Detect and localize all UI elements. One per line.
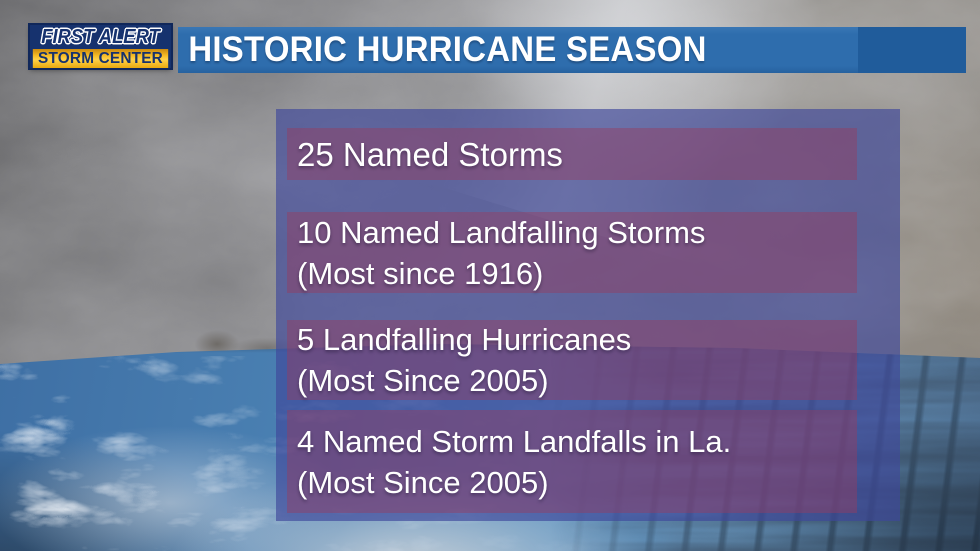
stat-row-named-storms: 25 Named Storms (287, 128, 857, 180)
stat-value-line: 5 Landfalling Hurricanes (297, 322, 632, 357)
stats-panel: 25 Named Storms 10 Named Landfalling Sto… (276, 109, 900, 521)
banner-end-cap (858, 27, 966, 73)
logo-first-alert-text: FIRST ALERT (41, 26, 160, 48)
stat-value-line: 25 Named Storms (297, 135, 563, 173)
stat-row-landfalling-storms: 10 Named Landfalling Storms (Most since … (287, 212, 857, 293)
logo-storm-center-text: STORM CENTER (32, 49, 169, 68)
stat-row-landfalling-hurricanes: 5 Landfalling Hurricanes (Most Since 200… (287, 320, 857, 400)
stat-value-line: 10 Named Landfalling Storms (297, 214, 706, 250)
stat-row-louisiana-landfalls: 4 Named Storm Landfalls in La. (Most Sin… (287, 410, 857, 513)
stat-value-line: 4 Named Storm Landfalls in La. (297, 423, 732, 459)
stat-qualifier-line: (Most since 1916) (297, 255, 544, 291)
page-title: HISTORIC HURRICANE SEASON (188, 30, 707, 69)
stat-qualifier-line: (Most Since 2005) (297, 363, 549, 398)
first-alert-storm-center-logo: FIRST ALERT STORM CENTER (30, 25, 171, 68)
title-banner: HISTORIC HURRICANE SEASON (178, 27, 966, 73)
stat-qualifier-line: (Most Since 2005) (297, 464, 549, 500)
